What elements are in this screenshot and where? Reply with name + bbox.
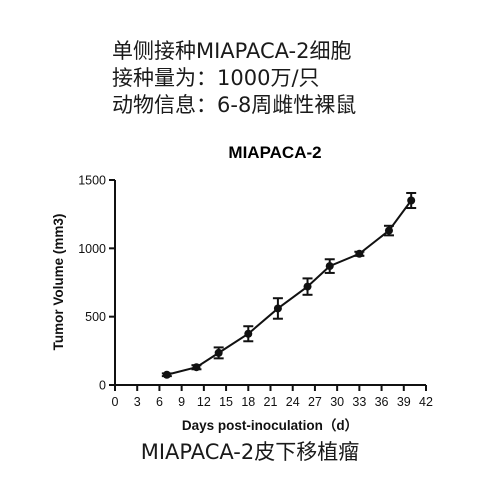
x-tick-label: 36 <box>375 395 389 409</box>
data-point <box>162 370 171 379</box>
x-tick-label: 33 <box>352 395 366 409</box>
x-tick-label: 42 <box>419 395 433 409</box>
y-tick-label: 0 <box>99 379 106 393</box>
y-tick-label: 1500 <box>78 174 106 188</box>
x-tick-label: 18 <box>241 395 255 409</box>
x-tick-label: 9 <box>178 395 185 409</box>
chart-axes <box>114 180 426 386</box>
x-tick-label: 27 <box>308 395 322 409</box>
x-tick-label: 3 <box>134 395 141 409</box>
chart-caption: MIAPACA-2皮下移植瘤 <box>140 440 360 464</box>
x-tick-label: 39 <box>397 395 411 409</box>
x-tick-label: 6 <box>156 395 163 409</box>
header-line-dose: 接种量为：1000万/只 <box>112 66 320 90</box>
chart-title: MIAPACA-2 <box>228 143 321 162</box>
data-point <box>273 304 282 313</box>
chart-series <box>161 191 417 379</box>
x-tick-label: 30 <box>330 395 344 409</box>
x-tick-label: 0 <box>112 395 119 409</box>
data-point <box>384 226 393 235</box>
y-axis-title: Tumor Volume (mm3) <box>51 214 66 351</box>
header-line-animal: 动物信息：6-8周雌性裸鼠 <box>112 93 357 117</box>
data-point <box>303 282 312 291</box>
data-point <box>244 329 253 338</box>
data-point <box>192 363 201 372</box>
x-tick-label: 15 <box>219 395 233 409</box>
x-tick-label: 12 <box>197 395 211 409</box>
data-point <box>407 196 416 205</box>
y-tick-label: 1000 <box>78 242 106 256</box>
header-lines: 单侧接种MIAPACA-2细胞 接种量为：1000万/只 动物信息：6-8周雌性… <box>112 38 492 119</box>
series-line <box>166 199 412 376</box>
x-tick-label: 24 <box>286 395 300 409</box>
data-point <box>325 262 334 271</box>
x-axis-title: Days post-inoculation（d） <box>182 418 358 433</box>
data-point <box>214 348 223 357</box>
x-tick-label: 21 <box>264 395 278 409</box>
header-line-cells: 单侧接种MIAPACA-2细胞 <box>112 39 352 63</box>
y-tick-label: 500 <box>85 310 106 324</box>
data-point <box>355 249 364 258</box>
